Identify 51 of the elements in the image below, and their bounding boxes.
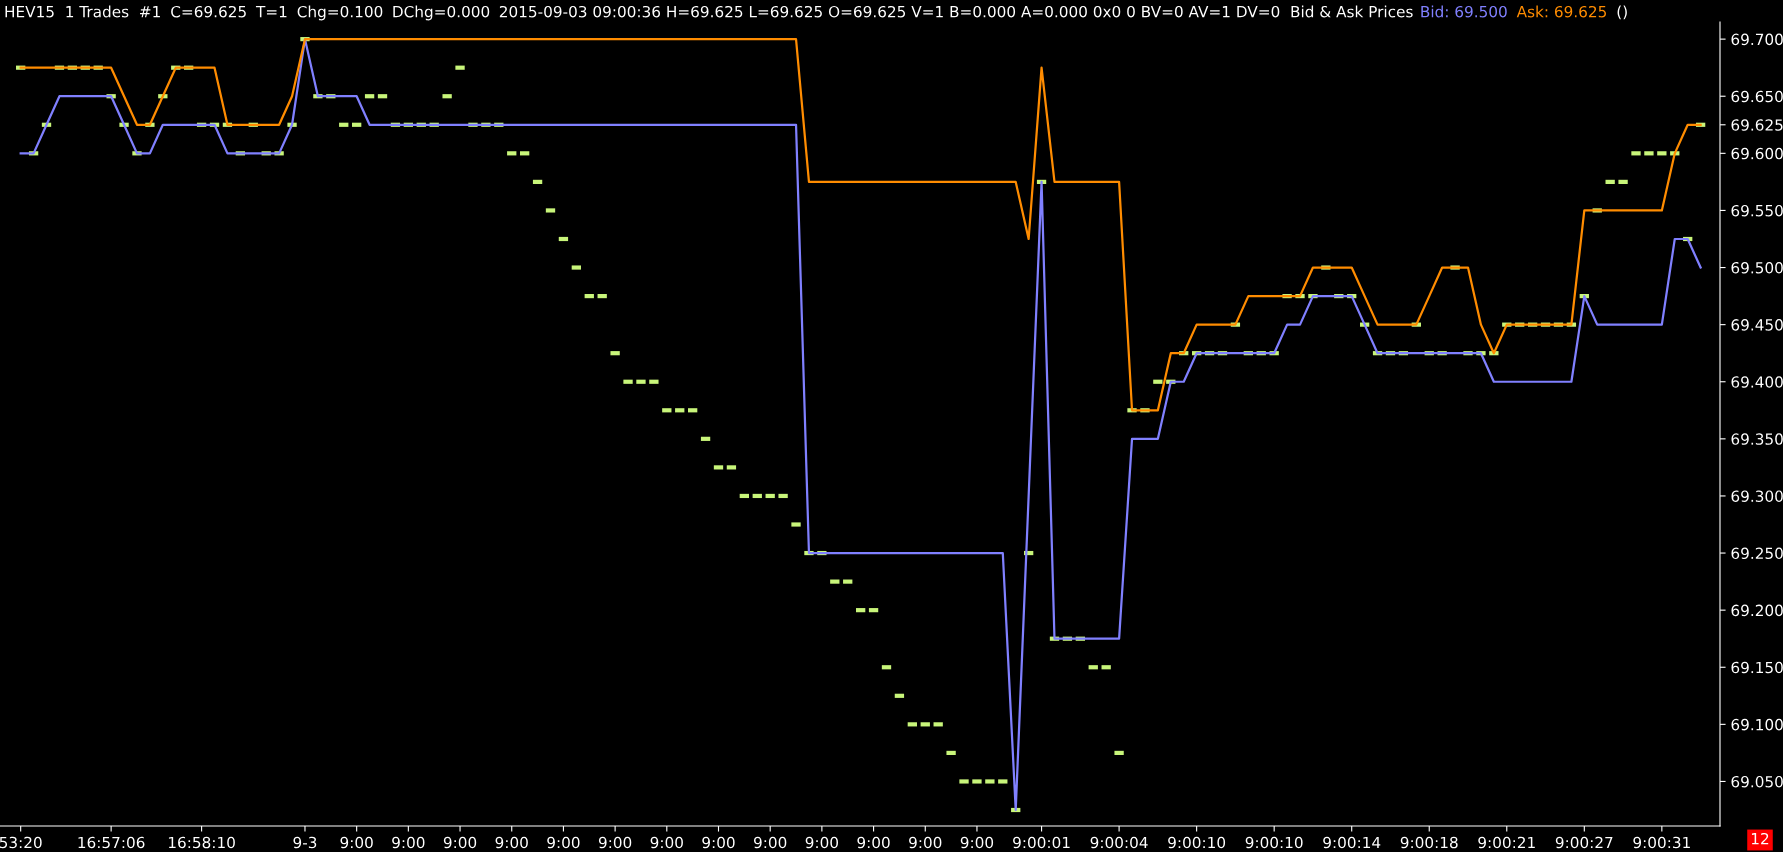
- y-tick-label: 69.600: [1731, 147, 1783, 160]
- x-tick-label: 9:00: [495, 836, 528, 849]
- y-tick-label: 69.650: [1731, 90, 1783, 103]
- x-tick-label: 9:00:31: [1633, 836, 1690, 849]
- text: 2015-09-03 09:00:36 H=69.625 L=69.625 O=69.625 V=1 B=0.000 A=0.000 0x0 0 BV=0 AV=1 DV=0 Bid & Ask Prices: [499, 5, 1413, 18]
- x-tick-label: 9:00: [702, 836, 735, 849]
- x-tick-label: 9:00:10: [1168, 836, 1226, 849]
- x-tick-label: 9:00:04: [1090, 836, 1148, 849]
- x-tick-label: 9:00: [340, 836, 373, 849]
- x-tick-label: 16:58:10: [168, 836, 235, 849]
- text: 12: [1751, 832, 1769, 845]
- x-tick-label: 9:00:01: [1013, 836, 1070, 849]
- x-tick-label: 9:00: [392, 836, 425, 849]
- y-tick-label: 69.300: [1731, 490, 1783, 502]
- text: DChg=0.000: [393, 5, 490, 21]
- x-tick-label: 9:00: [960, 836, 994, 849]
- y-tick-label: 69.150: [1731, 661, 1783, 674]
- x-tick-label: 9-3: [293, 836, 317, 849]
- x-tick-label: 9:00:14: [1323, 836, 1381, 849]
- x-tick-label: 9:00: [598, 836, 632, 849]
- y-tick-label: 69.100: [1731, 718, 1783, 731]
- x-tick-label: 9:00: [909, 836, 942, 849]
- x-tick-label: 9:00: [805, 836, 839, 849]
- x-tick-label: 9:00:10: [1245, 836, 1303, 849]
- y-tick-label: 69.500: [1731, 262, 1783, 274]
- x-tick-label: 9:00: [547, 836, 580, 849]
- y-tick-label: 69.700: [1731, 33, 1783, 46]
- chart-title: HEV15 1 Trades #1: [5, 5, 160, 18]
- y-tick-label: 69.550: [1731, 204, 1783, 217]
- text: Ask: 69.625: [1516, 5, 1607, 18]
- y-tick-label: 69.250: [1731, 547, 1783, 560]
- text: C=69.625: [171, 5, 246, 18]
- y-tick-label: 69.050: [1731, 775, 1783, 788]
- x-tick-label: 9:00: [443, 836, 477, 849]
- y-tick-label: 69.350: [1731, 433, 1783, 445]
- x-tick-label: 9:00:27: [1555, 836, 1613, 849]
- y-tick-label: 69.450: [1731, 319, 1783, 331]
- text: Bid: 69.500: [1421, 5, 1507, 18]
- y-tick-label: 69.625: [1731, 119, 1783, 131]
- x-tick-label: 9:00:18: [1400, 836, 1458, 849]
- x-tick-label: 9:00:21: [1478, 836, 1535, 849]
- x-tick-label: 9:00: [857, 836, 890, 849]
- x-tick-label: 9:00: [754, 836, 787, 849]
- text: T=1: [255, 6, 287, 18]
- text: (): [1617, 5, 1627, 20]
- x-tick-label: 9:00: [650, 836, 683, 849]
- y-tick-label: 69.400: [1731, 376, 1783, 388]
- text: Chg=0.100: [297, 5, 383, 21]
- x-tick-label: 53:20: [0, 836, 42, 849]
- y-tick-label: 69.200: [1731, 604, 1783, 617]
- x-tick-label: 16:57:06: [78, 836, 145, 849]
